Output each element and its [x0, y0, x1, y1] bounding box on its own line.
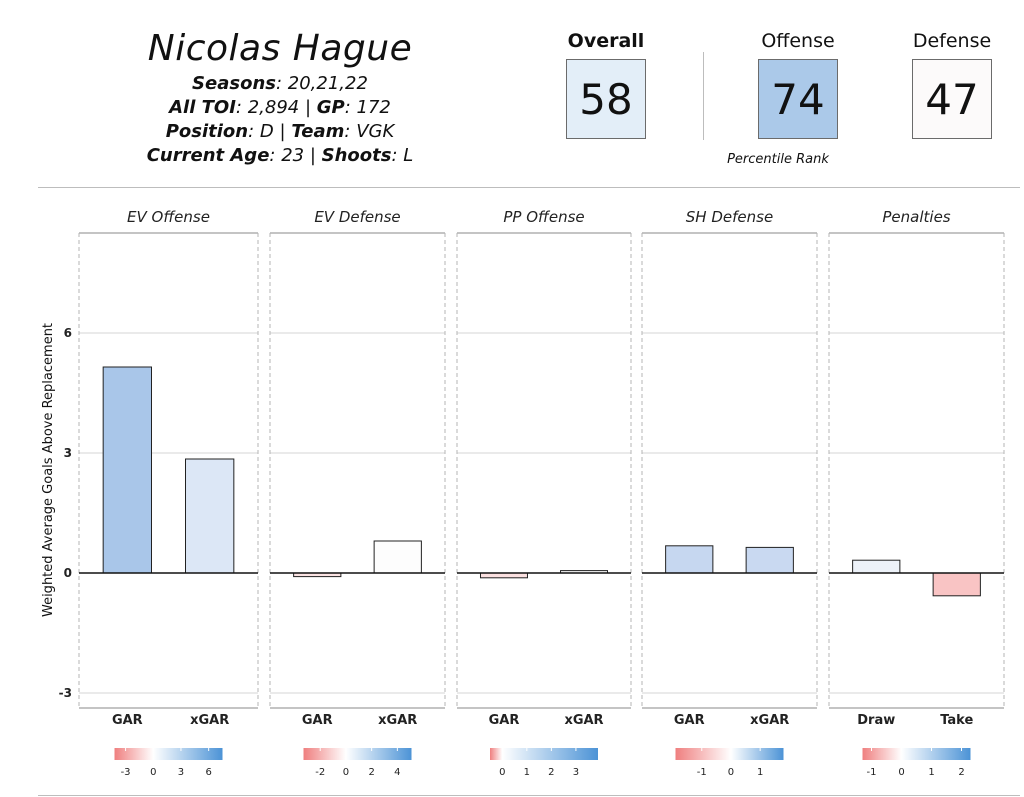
x-tick-label: Draw [857, 713, 895, 728]
panel-penalties: Penalties Draw Take -1 0 1 2 [828, 208, 1005, 778]
defense-label: Defense [912, 30, 992, 52]
legend-tick-label: -3 [121, 767, 131, 778]
legend-tick-label: 1 [524, 767, 530, 778]
x-tick-label: xGAR [378, 713, 417, 728]
color-legend-bar [114, 748, 223, 760]
legend-tick-label: 6 [205, 767, 211, 778]
legend-tick-label: 0 [898, 767, 904, 778]
legend-tick-label: 0 [343, 767, 349, 778]
y-tick-label: 3 [64, 446, 72, 460]
overall-score: Overall 58 [546, 29, 666, 139]
seasons-value: 20,21,22 [287, 73, 368, 94]
panel-title: EV Defense [314, 208, 400, 226]
x-tick-label: GAR [489, 713, 520, 728]
legend-tick-label: 3 [573, 767, 579, 778]
team-value: VGK [356, 121, 395, 142]
bar-gar [102, 366, 152, 574]
legend-tick-label: 3 [178, 767, 184, 778]
panel-ev-offense: EV Offense GAR xGAR -3 0 3 6 [78, 208, 259, 778]
x-tick-label: GAR [112, 713, 143, 728]
gp-value: 172 [356, 97, 391, 118]
score-divider [703, 52, 704, 140]
toi-gp-line: All TOI: 2,894 | GP: 172 [169, 97, 391, 118]
position-team-line: Position: D | Team: VGK [165, 121, 395, 142]
team-label: Team [291, 121, 345, 142]
x-tick-label: Take [940, 713, 973, 728]
overall-label: Overall [567, 30, 645, 52]
player-info: Nicolas Hague Seasons: 20,21,22 All TOI:… [120, 26, 440, 168]
panel-title: PP Offense [503, 208, 584, 226]
header-divider [38, 187, 1020, 188]
x-tick-label: xGAR [564, 713, 603, 728]
bar-gar [479, 572, 528, 579]
legend-tick-label: -1 [697, 767, 707, 778]
x-tick-label: GAR [302, 713, 333, 728]
x-tick-label: xGAR [750, 713, 789, 728]
percentile-rank-label: Percentile Rank [727, 152, 829, 167]
legend-tick-label: -2 [315, 767, 325, 778]
bar-xgar [745, 546, 794, 574]
x-tick-label: xGAR [190, 713, 229, 728]
legend-tick-label: 4 [394, 767, 400, 778]
panel-title: SH Defense [686, 208, 773, 226]
defense-value: 47 [912, 59, 992, 139]
age-value: 23 [281, 145, 305, 166]
bar-xgar [373, 540, 422, 574]
bar-draw [852, 559, 901, 574]
color-legend-bar [490, 748, 598, 760]
legend-tick-label: 2 [368, 767, 374, 778]
panel-ev-defense: EV Defense GAR xGAR -2 0 2 4 [269, 208, 446, 778]
offense-score: Offense 74 [738, 29, 858, 139]
panel-sh-defense: SH Defense GAR xGAR -1 0 1 [641, 208, 818, 778]
position-label: Position [165, 121, 249, 142]
panel-pp-offense: PP Offense GAR xGAR 0 1 2 3 [456, 208, 632, 778]
y-tick-label: 6 [64, 326, 72, 340]
gar-chart: Weighted Average Goals Above Replacement… [41, 208, 1005, 778]
shoots-label: Shoots [321, 145, 392, 166]
offense-label: Offense [761, 30, 835, 52]
seasons-label: Seasons [192, 73, 276, 94]
bar-take [932, 572, 981, 597]
toi-label: All TOI [169, 97, 236, 118]
x-tick-label: GAR [674, 713, 705, 728]
seasons-line: Seasons: 20,21,22 [192, 73, 368, 94]
panel-title: EV Offense [127, 208, 210, 226]
legend-tick-label: 1 [757, 767, 763, 778]
gp-label: GP [316, 97, 345, 118]
footer-divider [38, 795, 1020, 796]
toi-value: 2,894 [247, 97, 300, 118]
y-tick-label: 0 [64, 566, 72, 580]
player-card-header: Nicolas Hague Seasons: 20,21,22 All TOI:… [0, 0, 1024, 190]
defense-score: Defense 47 [892, 29, 1012, 139]
legend-tick-label: 0 [728, 767, 734, 778]
color-legend-bar [862, 748, 971, 760]
bar-xgar [185, 458, 235, 574]
offense-value: 74 [758, 59, 838, 139]
legend-tick-label: 1 [928, 767, 934, 778]
legend-tick-label: 2 [958, 767, 964, 778]
legend-tick-label: 0 [499, 767, 505, 778]
legend-tick-label: -1 [867, 767, 877, 778]
position-value: D [259, 121, 274, 142]
color-legend-bar [303, 748, 412, 760]
overall-value: 58 [566, 59, 646, 139]
color-legend-bar [675, 748, 784, 760]
legend-tick-label: 2 [548, 767, 554, 778]
player-name: Nicolas Hague [147, 28, 413, 69]
legend-tick-label: 0 [150, 767, 156, 778]
shoots-value: L [403, 145, 414, 166]
age-shoots-line: Current Age: 23 | Shoots: L [146, 145, 414, 166]
panel-title: Penalties [882, 208, 950, 226]
y-axis-title: Weighted Average Goals Above Replacement [41, 323, 56, 617]
bar-gar [665, 545, 714, 574]
y-tick-label: -3 [59, 686, 72, 700]
age-label: Current Age [146, 145, 270, 166]
